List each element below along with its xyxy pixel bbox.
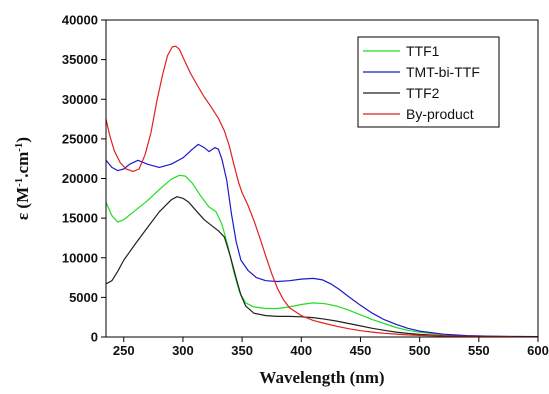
plot-frame	[105, 19, 539, 338]
x-tick-label: 450	[350, 343, 372, 358]
legend-label: TTF2	[406, 85, 440, 101]
x-tick-label: 300	[172, 343, 194, 358]
y-axis-title-mid: .cm	[13, 152, 32, 178]
y-tick-label: 25000	[62, 131, 98, 146]
y-tick-label: 35000	[62, 52, 98, 67]
x-axis-title: Wavelength (nm)	[259, 368, 384, 387]
y-axis-title: ε (M-1.cm-1)	[13, 137, 32, 220]
x-tick-label: 400	[290, 343, 312, 358]
x-tick-label: 550	[468, 343, 490, 358]
y-tick-label: 10000	[62, 250, 98, 265]
series-line-by-product	[105, 45, 539, 338]
y-tick-label: 5000	[69, 290, 98, 305]
y-tick-label: 15000	[62, 211, 98, 226]
ticks-layer: 250 300 350 400 450 500 550 600 0 5000 10000 15000 2…	[62, 13, 549, 359]
y-axis-title-prefix: ε (M	[13, 187, 32, 220]
y-axis-title-suffix: )	[13, 137, 32, 143]
x-tick-label: 350	[231, 343, 253, 358]
legend-box	[357, 36, 500, 128]
y-tick-label: 20000	[62, 171, 98, 186]
y-axis-title-sup2: -1	[13, 143, 25, 152]
series-line-ttf1	[105, 174, 539, 338]
y-axis-title-sup1: -1	[13, 178, 25, 187]
legend-label: TTF1	[406, 43, 440, 59]
series-line-ttf2	[105, 196, 539, 338]
legend-label: TMT-bi-TTF	[406, 64, 480, 80]
x-tick-label: 500	[409, 343, 431, 358]
legend: TTF1 TMT-bi-TTF TTF2 By-product	[357, 36, 500, 128]
y-tick-label: 30000	[62, 92, 98, 107]
y-tick-label: 40000	[62, 13, 98, 28]
y-tick-label: 0	[91, 330, 98, 345]
x-tick-label: 250	[113, 343, 135, 358]
series-layer	[105, 45, 539, 338]
x-tick-label: 600	[527, 343, 549, 358]
legend-label: By-product	[406, 106, 474, 122]
series-line-tmt-bi-ttf	[105, 143, 539, 338]
